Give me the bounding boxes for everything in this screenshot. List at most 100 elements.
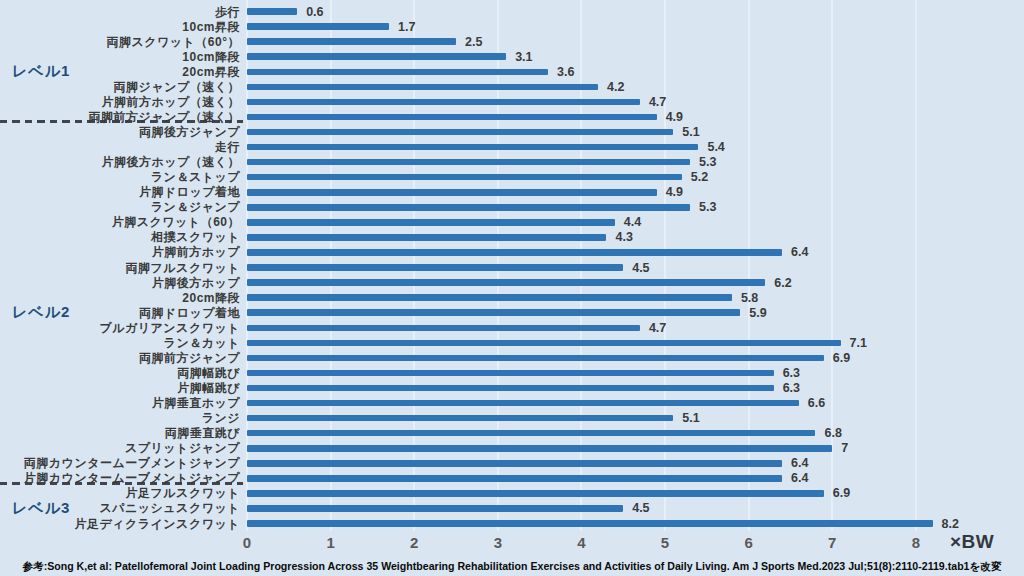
category-label: 片脚前方ホップ（速く） (0, 95, 240, 110)
value-label: 5.8 (741, 291, 758, 306)
category-label: 走行 (0, 140, 240, 155)
bar (247, 144, 698, 151)
x-axis-tick-label: 8 (896, 534, 936, 551)
value-label: 6.9 (833, 351, 850, 366)
value-label: 6.2 (774, 276, 791, 291)
bar (247, 370, 774, 377)
value-label: 4.4 (624, 215, 641, 230)
category-label: ブルガリアンスクワット (0, 321, 240, 336)
bar (247, 234, 606, 241)
value-label: 5.2 (691, 170, 708, 185)
value-label: 5.3 (699, 155, 716, 170)
category-label: 両脚ジャンプ（速く） (0, 80, 240, 95)
bar (247, 264, 623, 271)
category-label: 片脚スクワット（60） (0, 215, 240, 230)
value-label: 6.4 (791, 245, 808, 260)
level-label: レベル3 (12, 500, 70, 515)
bar (247, 309, 740, 316)
category-label: ラン＆ジャンプ (0, 200, 240, 215)
bar (247, 189, 657, 196)
bar (247, 430, 815, 437)
category-label: 10cm昇段 (0, 20, 240, 35)
value-label: 6.4 (791, 471, 808, 486)
category-label: 片脚後方ホップ (0, 276, 240, 291)
x-axis-tick-label: 3 (478, 534, 518, 551)
category-label: 片足ディクラインスクワット (0, 517, 240, 532)
bar (247, 415, 673, 422)
x-axis-tick-label: 1 (311, 534, 351, 551)
value-label: 6.4 (791, 456, 808, 471)
value-label: 6.3 (783, 381, 800, 396)
bar (247, 294, 732, 301)
value-label: 6.6 (808, 396, 825, 411)
value-label: 4.9 (666, 110, 683, 125)
category-label: 歩行 (0, 5, 240, 20)
bar (247, 445, 832, 452)
x-axis-tick-label: 0 (227, 534, 267, 551)
bar (247, 325, 640, 332)
bar (247, 520, 933, 527)
value-label: 4.9 (666, 185, 683, 200)
category-label: ラン＆ストップ (0, 170, 240, 185)
category-label: 片脚後方ホップ（速く） (0, 155, 240, 170)
bar (247, 355, 824, 362)
value-label: 0.6 (306, 5, 323, 20)
bar (247, 490, 824, 497)
value-label: 4.5 (632, 501, 649, 516)
bar (247, 53, 506, 60)
value-label: 8.2 (942, 517, 959, 532)
value-label: 2.5 (465, 35, 482, 50)
x-axis-tick-label: 7 (812, 534, 852, 551)
bar (247, 8, 297, 15)
category-label: 両脚カウンタームーブメントジャンプ (0, 456, 240, 471)
bar (247, 84, 598, 91)
category-label: 両脚幅跳び (0, 366, 240, 381)
bar (247, 69, 548, 76)
bar (247, 249, 782, 256)
bar (247, 279, 765, 286)
bar (247, 159, 690, 166)
value-label: 5.9 (749, 306, 766, 321)
bar (247, 475, 782, 482)
level-label: レベル1 (12, 63, 70, 78)
citation-text: 参考:Song K,et al: Patellofemoral Joint Lo… (0, 560, 1024, 574)
category-label: 両脚スクワット（60°） (0, 35, 240, 50)
x-axis-unit-label: ×BW (950, 531, 994, 553)
value-label: 3.1 (515, 50, 532, 65)
value-label: 4.2 (607, 80, 624, 95)
x-axis-tick-label: 2 (394, 534, 434, 551)
bar (247, 219, 615, 226)
category-label: 片脚垂直ホップ (0, 396, 240, 411)
bar (247, 23, 389, 30)
value-label: 5.3 (699, 200, 716, 215)
value-label: 6.3 (783, 366, 800, 381)
value-label: 4.5 (632, 261, 649, 276)
value-label: 7 (841, 441, 848, 456)
category-label: 片脚幅跳び (0, 381, 240, 396)
bar (247, 505, 623, 512)
category-label: ラン＆カット (0, 336, 240, 351)
level-label: レベル2 (12, 304, 70, 319)
value-label: 7.1 (850, 336, 867, 351)
category-label: 相撲スクワット (0, 230, 240, 245)
value-label: 4.3 (615, 230, 632, 245)
category-label: 片脚カウンタームーブメントジャンプ (0, 471, 240, 486)
value-label: 5.1 (682, 125, 699, 140)
category-label: 片脚前方ホップ (0, 245, 240, 260)
bar (247, 114, 657, 121)
category-label: 両脚後方ジャンプ (0, 125, 240, 140)
x-axis-tick-label: 5 (645, 534, 685, 551)
bar (247, 460, 782, 467)
value-label: 6.9 (833, 486, 850, 501)
bar (247, 385, 774, 392)
bar (247, 38, 456, 45)
x-axis-tick-label: 6 (729, 534, 769, 551)
category-label: 片脚ドロップ着地 (0, 185, 240, 200)
bar (247, 204, 690, 211)
value-label: 3.6 (557, 65, 574, 80)
category-label: 両脚垂直跳び (0, 426, 240, 441)
bar (247, 99, 640, 106)
value-label: 5.4 (707, 140, 724, 155)
category-label: 両脚前方ジャンプ（速く） (0, 110, 240, 125)
bar (247, 129, 673, 136)
